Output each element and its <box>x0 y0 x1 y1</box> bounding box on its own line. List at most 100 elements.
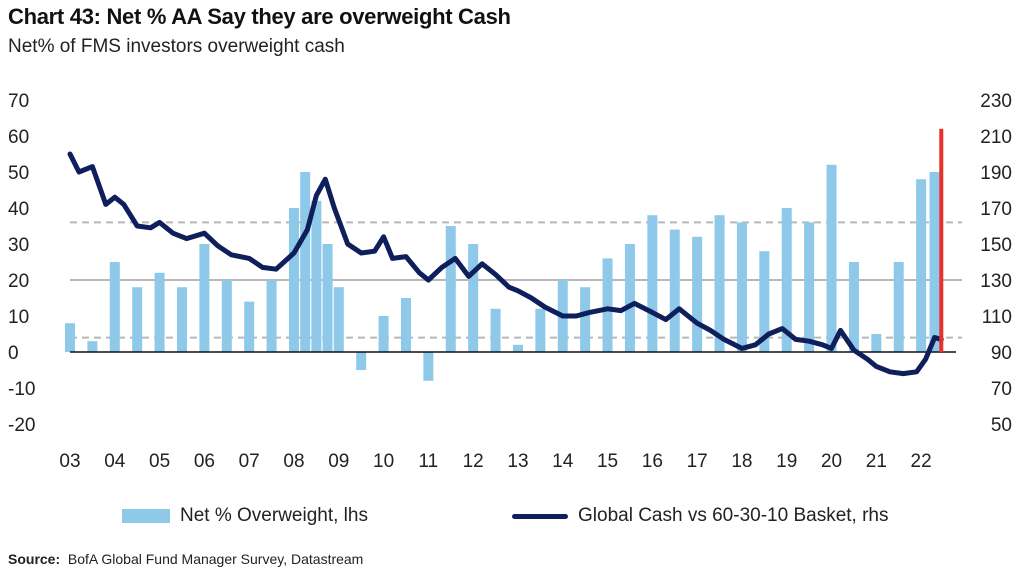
bar-17 <box>400 298 411 352</box>
x-tick-label: 12 <box>463 451 484 472</box>
x-axis-ticks: 03 04 05 06 07 08 09 10 11 12 13 14 15 16 17 18 19 20 21 22 <box>59 451 931 472</box>
line-point-5 <box>121 202 126 207</box>
line-point-11 <box>202 231 207 236</box>
line-point-24 <box>372 249 377 254</box>
right-tick-label: 170 <box>980 199 1012 220</box>
line-point-50 <box>722 337 727 342</box>
line-point-42 <box>605 306 610 311</box>
line-point-33 <box>480 261 485 266</box>
left-tick-label: 10 <box>8 307 29 328</box>
line-point-7 <box>148 225 153 230</box>
source-text: BofA Global Fund Manager Survey, Datastr… <box>67 551 364 567</box>
bar-3 <box>132 287 143 352</box>
x-tick-label: 16 <box>642 451 663 472</box>
line-point-51 <box>739 346 744 351</box>
x-tick-label: 10 <box>373 451 394 472</box>
line-point-13 <box>229 252 234 257</box>
line-point-45 <box>650 310 655 315</box>
line-point-10 <box>184 236 189 241</box>
line-point-47 <box>677 306 682 311</box>
x-tick-label: 03 <box>59 451 80 472</box>
line-point-56 <box>807 339 812 344</box>
line-point-6 <box>135 224 140 228</box>
bar-13 <box>322 244 333 352</box>
legend-line-label: Global Cash vs 60-30-10 Basket, rhs <box>578 505 889 526</box>
line-point-64 <box>901 371 906 376</box>
x-tick-label: 05 <box>149 451 170 472</box>
right-tick-label: 230 <box>980 91 1012 112</box>
line-point-14 <box>247 256 252 261</box>
x-tick-label: 04 <box>104 451 126 472</box>
bar-20 <box>468 244 479 352</box>
right-tick-label: 90 <box>991 343 1012 364</box>
bar-11 <box>300 172 311 352</box>
right-axis-ticks: 230 210 190 170 150 130 110 90 70 50 <box>980 91 1012 436</box>
line-point-4 <box>112 195 117 200</box>
bar-30 <box>692 236 703 352</box>
line-point-1 <box>76 170 81 174</box>
x-tick-label: 08 <box>283 451 304 472</box>
bar-41 <box>929 172 940 352</box>
bar-25 <box>580 287 591 352</box>
line-point-27 <box>403 254 408 259</box>
line-point-17 <box>291 251 296 255</box>
legend-bar-swatch <box>122 509 170 523</box>
line-point-43 <box>618 308 623 313</box>
bar-19 <box>445 226 456 352</box>
bar-27 <box>624 244 635 352</box>
line-point-60 <box>851 348 856 353</box>
bar-38 <box>871 334 882 352</box>
line-point-34 <box>493 272 498 277</box>
line-point-16 <box>274 267 279 272</box>
line-point-39 <box>560 314 565 318</box>
line-point-37 <box>529 296 534 300</box>
line-point-29 <box>426 278 431 282</box>
line-point-54 <box>780 326 785 331</box>
right-tick-label: 210 <box>980 127 1012 148</box>
bar-8 <box>244 301 255 352</box>
line-point-59 <box>838 328 843 333</box>
bar-21 <box>490 308 501 352</box>
x-tick-label: 14 <box>552 451 574 472</box>
bar-1 <box>87 341 98 352</box>
line-point-20 <box>323 177 328 182</box>
x-tick-label: 06 <box>194 451 215 472</box>
bar-22 <box>512 344 523 352</box>
x-tick-label: 13 <box>507 451 528 472</box>
line-point-44 <box>632 301 637 306</box>
source-label: Source: <box>8 551 61 567</box>
left-tick-label: 70 <box>8 91 29 112</box>
left-tick-label: 50 <box>8 163 29 184</box>
x-tick-label: 19 <box>776 451 797 472</box>
left-tick-label: 0 <box>8 343 19 364</box>
x-tick-label: 07 <box>239 451 260 472</box>
bar-32 <box>736 222 747 352</box>
bar-2 <box>109 262 120 352</box>
chart-title: Chart 43: Net % AA Say they are overweig… <box>8 4 511 29</box>
left-tick-label: 40 <box>8 199 29 220</box>
bar-35 <box>804 222 815 352</box>
left-axis-ticks: 70 60 50 40 30 20 10 0 -10 -20 <box>8 91 35 436</box>
line-point-2 <box>90 164 95 169</box>
line-point-18 <box>305 227 310 232</box>
line-point-12 <box>215 243 220 248</box>
left-tick-label: 60 <box>8 127 29 148</box>
line-point-46 <box>663 317 668 322</box>
line-point-57 <box>820 342 825 347</box>
bar-series <box>65 164 940 381</box>
line-point-40 <box>574 314 579 318</box>
bar-34 <box>781 208 792 352</box>
line-point-53 <box>766 332 771 336</box>
line-point-3 <box>103 202 108 207</box>
line-point-61 <box>865 357 870 362</box>
line-point-48 <box>695 321 700 326</box>
line-point-36 <box>515 288 520 293</box>
line-point-65 <box>914 369 919 374</box>
right-tick-label: 190 <box>980 163 1012 184</box>
line-point-58 <box>829 346 834 351</box>
bar-14 <box>333 287 344 352</box>
line-point-52 <box>753 342 758 347</box>
bar-18 <box>423 352 434 381</box>
bar-23 <box>535 308 546 352</box>
